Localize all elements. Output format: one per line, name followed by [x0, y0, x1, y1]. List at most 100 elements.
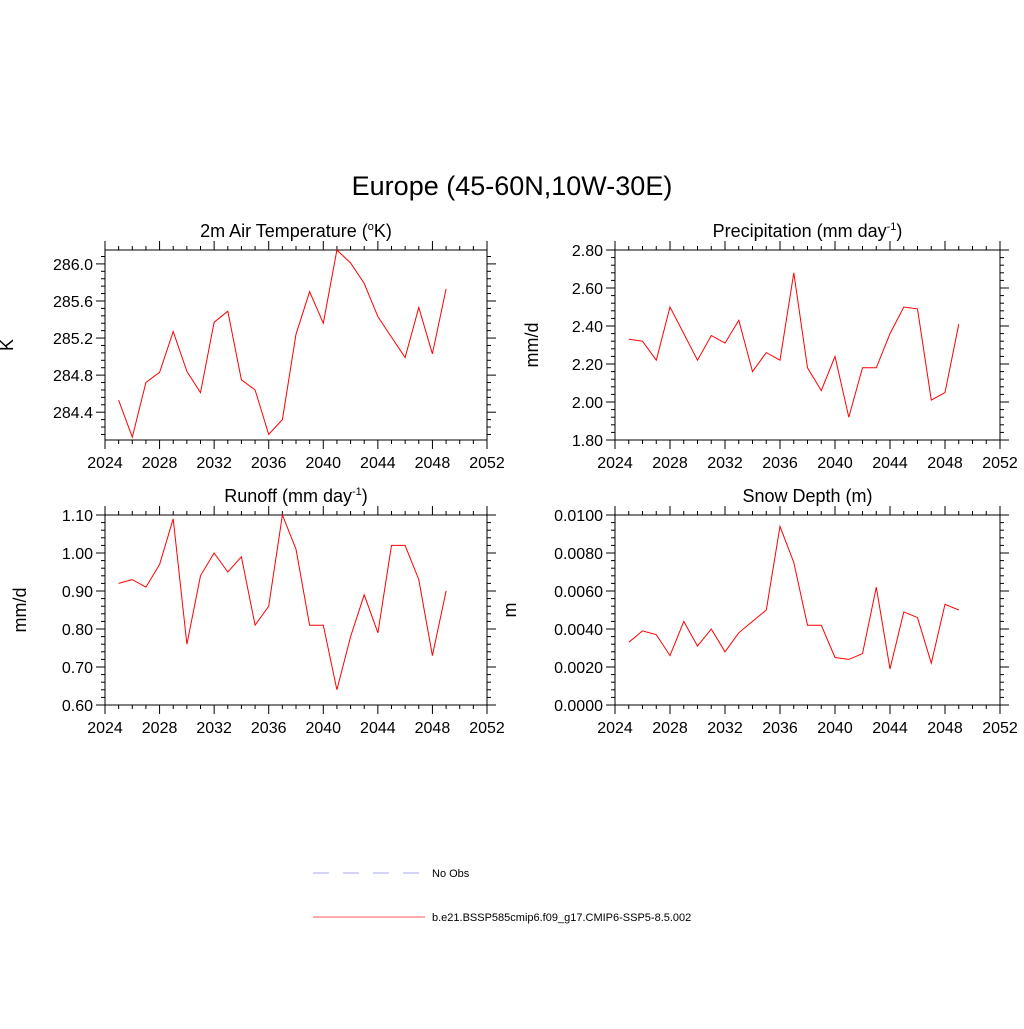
legend-item: No Obs	[313, 868, 470, 880]
data-point	[145, 586, 147, 588]
data-point	[655, 359, 657, 361]
data-point	[200, 392, 202, 394]
x-tick-label: 2048	[927, 720, 963, 737]
plot-frame-temp	[104, 249, 488, 441]
data-point	[309, 624, 311, 626]
x-tick-label: 2028	[142, 455, 178, 472]
legend-label: No Obs	[432, 868, 470, 880]
data-point	[724, 342, 726, 344]
data-point	[391, 336, 393, 338]
x-tick-label: 2028	[652, 720, 688, 737]
x-tick-label: 2040	[817, 455, 853, 472]
data-point	[404, 357, 406, 359]
data-point	[431, 655, 433, 657]
data-point	[186, 370, 188, 372]
data-point	[431, 353, 433, 355]
x-tick-label: 2044	[872, 720, 908, 737]
x-tick-label: 2044	[360, 720, 396, 737]
y-tick-label: 2.60	[572, 281, 603, 298]
y-tick-label: 0.70	[62, 660, 93, 677]
data-point	[889, 668, 891, 670]
data-point	[779, 525, 781, 527]
y-tick-label: 1.10	[62, 508, 93, 525]
data-point	[683, 620, 685, 622]
data-point	[820, 624, 822, 626]
data-point	[903, 611, 905, 613]
data-point	[213, 321, 215, 323]
data-point	[669, 306, 671, 308]
data-point	[655, 634, 657, 636]
panel-title-main: 2m Air Temperature (	[200, 221, 368, 241]
data-point	[295, 333, 297, 335]
y-axis-label-precip: mm/d	[522, 323, 542, 368]
data-point	[377, 316, 379, 318]
data-point	[848, 416, 850, 418]
data-point	[281, 419, 283, 421]
x-tick-label: 2048	[927, 455, 963, 472]
y-tick-label: 2.80	[572, 243, 603, 260]
panel-title-temp: 2m Air Temperature (oK)	[200, 221, 392, 241]
plot-frame-runoff	[104, 514, 488, 706]
panel-precip: Precipitation (mm day-1) mm/d 2024 2028 2032…	[522, 221, 1018, 472]
data-point	[118, 582, 120, 584]
y-tick-label: 285.2	[53, 331, 93, 348]
data-point	[834, 657, 836, 659]
x-tick-label: 2036	[762, 720, 798, 737]
data-point	[710, 628, 712, 630]
data-point	[240, 556, 242, 558]
data-point	[944, 392, 946, 394]
data-point	[697, 645, 699, 647]
data-point	[418, 579, 420, 581]
data-point	[268, 433, 270, 435]
panel-title-sup: -1	[352, 486, 362, 498]
data-point	[958, 323, 960, 325]
y-tick-label: 0.60	[62, 698, 93, 715]
x-tick-label: 2052	[982, 720, 1018, 737]
x-tick-label: 2048	[415, 455, 451, 472]
data-point	[862, 653, 864, 655]
panel-title-sup: -1	[887, 221, 897, 233]
y-tick-label: 284.8	[53, 368, 93, 385]
series-line-precip	[628, 272, 960, 418]
data-point	[186, 643, 188, 645]
data-point	[350, 262, 352, 264]
data-point	[213, 552, 215, 554]
data-point	[752, 371, 754, 373]
data-point	[807, 367, 809, 369]
series-line-temp	[118, 249, 447, 439]
data-point	[254, 624, 256, 626]
y-axis-label-snow: m	[500, 603, 520, 618]
y-axis-label-temp: K	[0, 339, 17, 351]
data-point	[642, 340, 644, 342]
data-point	[363, 594, 365, 596]
series-line-runoff	[118, 513, 447, 690]
legend: No Obs b.e21.BSSP585cmip6.f09_g17.CMIP6-S…	[313, 868, 691, 924]
data-point	[159, 563, 161, 565]
y-tick-label: 0.80	[62, 622, 93, 639]
data-point	[765, 609, 767, 611]
data-point	[875, 586, 877, 588]
data-point	[254, 389, 256, 391]
data-point	[404, 544, 406, 546]
data-point	[377, 632, 379, 634]
x-tick-label: 2028	[142, 720, 178, 737]
data-point	[930, 662, 932, 664]
data-point	[628, 338, 630, 340]
y-tick-label: 2.40	[572, 319, 603, 336]
data-point	[710, 335, 712, 337]
data-point	[807, 624, 809, 626]
panel-title-main: Precipitation (mm day	[713, 221, 887, 241]
data-point	[958, 609, 960, 611]
x-tick-label: 2032	[196, 720, 232, 737]
panel-title-main: Snow Depth (m)	[742, 486, 872, 506]
y-tick-label: 2.20	[572, 357, 603, 374]
x-tick-label: 2048	[415, 720, 451, 737]
y-tick-label: 0.0020	[554, 660, 603, 677]
data-point	[889, 333, 891, 335]
data-point	[765, 352, 767, 354]
y-tick-label: 0.0060	[554, 584, 603, 601]
data-point	[281, 514, 283, 516]
data-point	[903, 306, 905, 308]
